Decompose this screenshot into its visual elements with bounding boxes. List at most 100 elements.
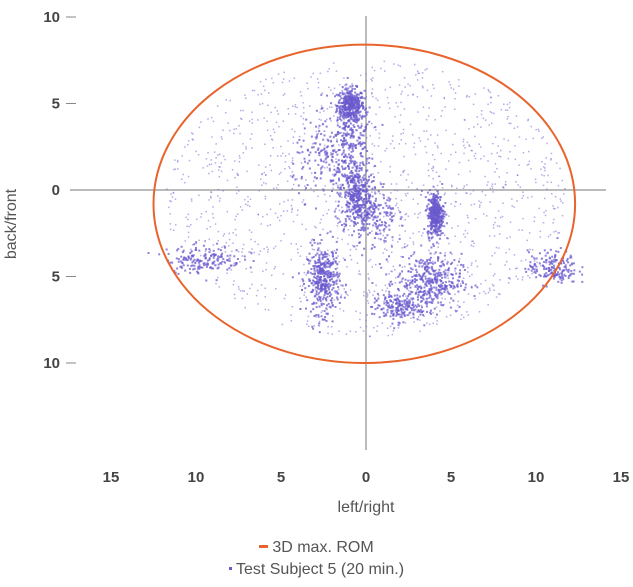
data-point xyxy=(303,157,306,160)
x-tick-label: 10 xyxy=(528,469,545,486)
data-point xyxy=(472,240,474,242)
data-point xyxy=(404,142,407,145)
data-point xyxy=(390,208,393,211)
y-tick-label: 10 xyxy=(43,9,60,26)
data-point xyxy=(464,283,467,286)
data-point xyxy=(347,165,350,168)
data-point xyxy=(526,239,528,242)
data-point xyxy=(530,168,532,170)
data-point xyxy=(546,181,549,183)
data-point xyxy=(389,213,392,216)
data-point xyxy=(489,201,491,203)
data-point xyxy=(187,257,190,260)
data-point xyxy=(370,181,372,184)
data-point xyxy=(454,92,457,94)
data-point xyxy=(446,274,449,277)
data-point xyxy=(444,276,447,279)
data-point xyxy=(328,254,330,257)
data-point xyxy=(570,263,573,266)
data-point xyxy=(329,275,332,278)
data-point xyxy=(387,302,390,304)
data-point xyxy=(467,266,469,269)
data-point xyxy=(436,233,439,236)
data-point xyxy=(272,147,274,149)
data-point xyxy=(349,102,352,105)
data-point xyxy=(190,250,193,253)
data-point xyxy=(258,253,260,256)
data-point xyxy=(344,99,347,102)
data-point xyxy=(314,260,316,263)
data-point xyxy=(388,295,391,298)
data-point xyxy=(461,280,464,283)
data-point xyxy=(307,285,310,288)
data-point xyxy=(344,84,346,86)
data-point xyxy=(385,314,388,317)
data-point xyxy=(331,106,333,108)
data-point xyxy=(224,261,226,264)
data-point xyxy=(449,286,452,289)
data-point xyxy=(432,210,435,213)
data-point xyxy=(218,175,221,178)
data-point xyxy=(353,245,356,248)
data-point xyxy=(228,232,230,235)
data-point xyxy=(319,261,322,264)
data-point xyxy=(403,285,406,288)
data-point xyxy=(368,185,371,188)
data-point xyxy=(352,143,355,145)
data-point xyxy=(240,109,242,112)
data-point xyxy=(545,252,548,255)
data-point xyxy=(359,142,362,145)
data-point xyxy=(186,225,188,227)
data-point xyxy=(377,172,380,174)
data-point xyxy=(442,287,445,290)
data-point xyxy=(410,307,412,309)
data-point xyxy=(361,222,364,225)
data-point xyxy=(223,155,225,157)
data-point xyxy=(221,252,224,255)
data-point xyxy=(351,200,354,203)
data-point xyxy=(241,297,244,300)
data-point xyxy=(435,288,438,291)
data-point xyxy=(349,108,352,111)
data-point xyxy=(435,171,438,173)
data-point xyxy=(321,273,324,275)
data-point xyxy=(190,264,193,267)
data-point xyxy=(394,299,397,301)
data-point xyxy=(291,199,294,201)
data-point xyxy=(389,86,392,89)
data-point xyxy=(335,282,338,285)
data-point xyxy=(171,196,174,198)
data-point xyxy=(387,196,390,199)
data-point xyxy=(318,152,321,154)
data-point xyxy=(547,235,550,238)
data-point xyxy=(307,325,310,327)
data-point xyxy=(327,286,330,289)
data-point xyxy=(428,207,431,210)
data-point xyxy=(311,273,314,275)
data-point xyxy=(428,200,430,202)
data-point xyxy=(521,279,524,281)
data-point xyxy=(371,80,373,82)
x-tick-label: 5 xyxy=(277,469,285,486)
data-point xyxy=(444,284,446,287)
data-point xyxy=(353,184,356,187)
data-point xyxy=(563,193,565,195)
data-point xyxy=(334,262,337,264)
data-point xyxy=(435,272,438,275)
data-point xyxy=(326,166,328,169)
data-point xyxy=(331,304,334,307)
data-point xyxy=(492,227,495,229)
data-point xyxy=(336,107,339,110)
data-point xyxy=(392,318,395,320)
data-point xyxy=(310,172,313,174)
data-point xyxy=(323,147,326,150)
data-point xyxy=(311,143,314,145)
y-tick-label: 5 xyxy=(52,269,60,286)
data-point xyxy=(432,169,434,172)
data-point xyxy=(432,185,435,188)
data-point xyxy=(237,250,240,253)
data-point xyxy=(349,113,352,116)
data-point xyxy=(431,212,434,215)
data-point xyxy=(354,114,357,117)
